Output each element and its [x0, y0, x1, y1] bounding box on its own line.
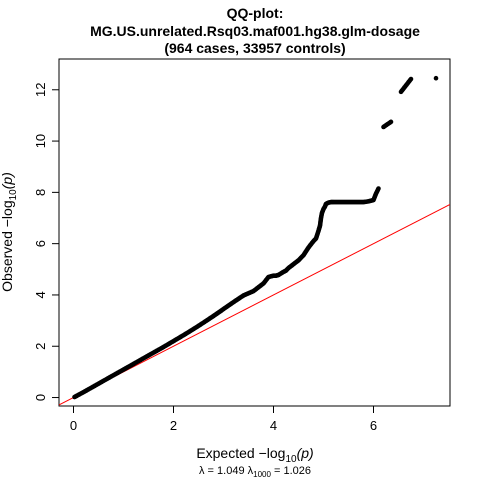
lambda-annotation: λ = 1.049 λ1000 = 1.026 — [199, 465, 311, 479]
x-tick-label: 2 — [170, 418, 177, 433]
y-tick-label: 4 — [33, 291, 48, 298]
x-tick-label: 6 — [370, 418, 377, 433]
y-axis-label-main: Observed −log — [0, 200, 15, 291]
x-tick-label: 4 — [270, 418, 277, 433]
y-axis-label: Observed −log10(p) — [0, 172, 19, 292]
x-axis-label: Expected −log10(p) — [196, 445, 313, 465]
chart-title-line-2: MG.US.unrelated.Rsq03.maf001.hg38.glm-do… — [90, 23, 420, 39]
y-axis: 0 2 4 6 8 10 12 — [33, 83, 60, 401]
y-axis-label-subscript: 10 — [8, 189, 19, 201]
lambda-main: λ = 1.049 λ — [199, 465, 254, 477]
plot-area — [59, 75, 450, 406]
data-point — [376, 186, 381, 191]
data-point — [408, 76, 414, 82]
x-axis-label-subscript: 10 — [285, 454, 297, 465]
data-point — [433, 75, 439, 81]
y-tick-label: 10 — [33, 134, 48, 148]
y-axis-label-tail: (p) — [0, 172, 15, 189]
data-points — [72, 75, 439, 400]
data-point — [388, 119, 394, 125]
y-tick-label: 0 — [33, 394, 48, 401]
y-tick-label: 12 — [33, 83, 48, 97]
y-tick-label: 2 — [33, 343, 48, 350]
plot-frame — [58, 58, 451, 407]
lambda-subscript: 1000 — [253, 470, 271, 479]
chart-title-line-3: (964 cases, 33957 controls) — [164, 40, 345, 56]
x-axis: 0 2 4 6 — [70, 405, 377, 433]
lambda-tail: = 1.026 — [271, 465, 311, 477]
x-axis-label-tail: (p) — [297, 445, 314, 461]
y-tick-label: 6 — [33, 240, 48, 247]
y-tick-label: 8 — [33, 189, 48, 196]
x-tick-label: 0 — [70, 418, 77, 433]
chart-title-line-1: QQ-plot: — [227, 5, 284, 21]
x-axis-label-main: Expected −log — [196, 445, 285, 461]
